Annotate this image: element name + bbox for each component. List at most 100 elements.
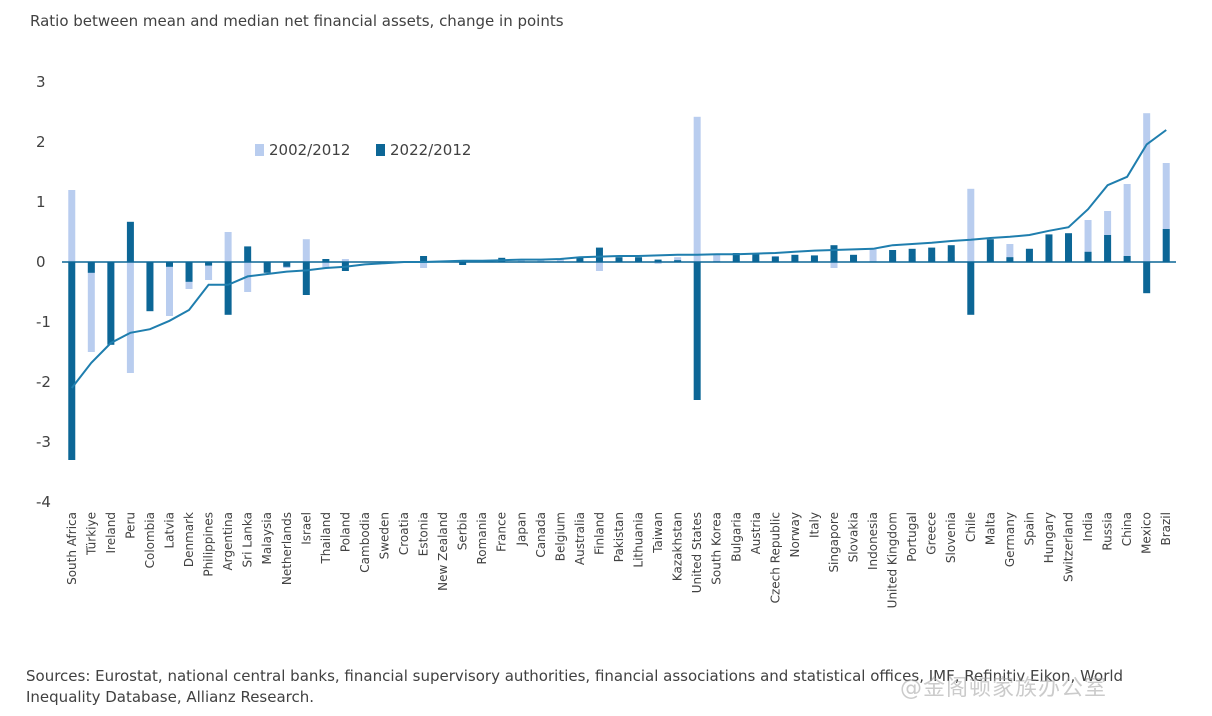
bar-2022-2012-italy [810, 255, 818, 262]
bar-2002-2012-japan [517, 259, 525, 262]
x-tick-label-belgium: Belgium [553, 512, 567, 561]
x-tick-label-czech-republic: Czech Republic [768, 512, 782, 603]
bar-2002-2012-estonia [420, 262, 428, 268]
x-tick-label-greece: Greece [925, 512, 939, 555]
bar-2022-2012-south-africa [68, 262, 76, 460]
bar-2022-2012-bulgaria [732, 253, 740, 262]
bar-2022-2012-spain [1025, 248, 1033, 262]
bar-2022-2012-hungary [1045, 234, 1053, 262]
x-tick-label-colombia: Colombia [143, 512, 157, 568]
bar-2022-2012-malta [986, 239, 994, 262]
y-tick-label: 3 [36, 73, 46, 91]
x-tick-label-brazil: Brazil [1159, 512, 1173, 546]
watermark: @金阁顿家族办公室 [900, 676, 1108, 701]
legend-label-2022-2012: 2022/2012 [390, 141, 471, 159]
bar-2022-2012-austria [752, 254, 760, 262]
bar-2022-2012-germany [1006, 257, 1014, 262]
x-tick-label-lithuania: Lithuania [632, 512, 646, 568]
bar-2022-2012-serbia [459, 262, 467, 265]
bar-2022-2012-switzerland [1065, 233, 1073, 262]
x-tick-label-malta: Malta [983, 512, 997, 545]
x-tick-label-malaysia: Malaysia [260, 512, 274, 564]
bar-2002-2012-indonesia [869, 248, 877, 262]
x-tick-label-mexico: Mexico [1140, 512, 1154, 554]
x-tick-label-kazakhstan: Kazakhstan [671, 512, 685, 581]
x-tick-label-south-africa: South Africa [65, 512, 79, 585]
x-tick-label-indonesia: Indonesia [866, 512, 880, 570]
bar-2002-2012-mexico [1143, 113, 1151, 262]
x-tick-label-netherlands: Netherlands [280, 512, 294, 585]
bar-2022-2012-ireland [107, 262, 115, 345]
x-tick-label-hungary: Hungary [1042, 512, 1056, 563]
x-tick-label-south-korea: South Korea [710, 512, 724, 585]
sources-note: Sources: Eurostat, national central bank… [26, 667, 1124, 706]
y-tick-label: -3 [36, 433, 51, 451]
bar-2022-2012-russia [1104, 235, 1112, 262]
y-tick-label: 1 [36, 193, 46, 211]
legend-swatch-2002-2012 [255, 144, 264, 156]
bar-2022-2012-united-states [693, 262, 701, 400]
bar-2002-2012-israel [302, 239, 310, 262]
y-tick-label: -1 [36, 313, 51, 331]
bar-2002-2012-poland [341, 259, 349, 262]
bar-2022-2012-greece [928, 247, 936, 262]
bar-2022-2012-slovenia [947, 245, 955, 262]
x-tick-label-serbia: Serbia [456, 512, 470, 550]
bar-2002-2012-taiwan [654, 262, 662, 264]
x-tick-label-france: France [495, 512, 509, 552]
y-tick-label: 0 [36, 253, 46, 271]
bar-2002-2012-china [1123, 184, 1131, 262]
bar-2022-2012-israel [302, 262, 310, 295]
x-tick-label-switzerland: Switzerland [1062, 512, 1076, 582]
x-tick-label-singapore: Singapore [827, 512, 841, 573]
x-tick-label-germany: Germany [1003, 512, 1017, 567]
bar-2002-2012-germany [1006, 244, 1014, 262]
bar-2022-2012-argentina [224, 262, 232, 315]
x-tick-label-spain: Spain [1022, 512, 1036, 546]
x-tick-label-norway: Norway [788, 512, 802, 558]
bar-2022-2012-china [1123, 256, 1131, 262]
bar-2022-2012-slovakia [850, 254, 858, 262]
x-tick-label-denmark: Denmark [182, 512, 196, 567]
bar-chart: -4 -3 -2 -1 0 1 2 3 South Africa Türkiye Ireland P… [36, 73, 1176, 608]
bar-2022-2012-brazil [1162, 229, 1170, 262]
x-tick-label-canada: Canada [534, 512, 548, 558]
bar-2022-2012-australia [576, 257, 584, 262]
bar-2022-2012-colombia [146, 262, 154, 312]
x-tick-label-cambodia: Cambodia [358, 512, 372, 573]
bar-2022-2012-united-kingdom [889, 250, 897, 262]
bar-2022-2012-netherlands [283, 262, 291, 267]
bar-2002-2012-finland [595, 262, 603, 271]
bar-2022-2012-malaysia [263, 262, 271, 273]
x-tick-label-bulgaria: Bulgaria [729, 512, 743, 562]
x-tick-label-poland: Poland [338, 512, 352, 552]
bar-2022-2012-finland [595, 247, 603, 262]
x-tick-label-russia: Russia [1101, 512, 1115, 551]
x-tick-label-thailand: Thailand [319, 512, 333, 565]
x-tick-label-croatia: Croatia [397, 512, 411, 555]
x-tick-label-united-states: United States [690, 512, 704, 593]
x-tick-label-philippines: Philippines [202, 512, 216, 577]
bar-2002-2012-latvia [165, 262, 173, 316]
bar-2002-2012-south-africa [68, 190, 76, 262]
bar-2022-2012-norway [791, 254, 799, 262]
x-tick-label-sri-lanka: Sri Lanka [241, 512, 255, 567]
bar-2022-2012-mexico [1143, 262, 1151, 294]
x-tick-label-estonia: Estonia [417, 512, 431, 556]
bar-2022-2012-denmark [185, 262, 193, 282]
x-tick-label-finland: Finland [592, 512, 606, 555]
bar-2002-2012-singapore [830, 262, 838, 268]
bar-2022-2012-estonia [420, 256, 428, 262]
bar-2022-2012-czech-republic [771, 256, 779, 262]
x-tick-label-australia: Australia [573, 512, 587, 565]
x-tick-label-chile: Chile [964, 512, 978, 542]
x-tick-label-pakistan: Pakistan [612, 512, 626, 562]
bar-2022-2012-india [1084, 251, 1092, 262]
bar-2002-2012-thailand [322, 262, 330, 268]
bar-2002-2012-brazil [1162, 163, 1170, 262]
y-tick-label: -2 [36, 373, 51, 391]
bar-2022-2012-thailand [322, 259, 330, 262]
series-2002-2012 [68, 113, 1170, 373]
bar-2002-2012-t-rkiye [87, 262, 95, 352]
x-tick-label-t-rkiye: Türkiye [84, 512, 98, 556]
